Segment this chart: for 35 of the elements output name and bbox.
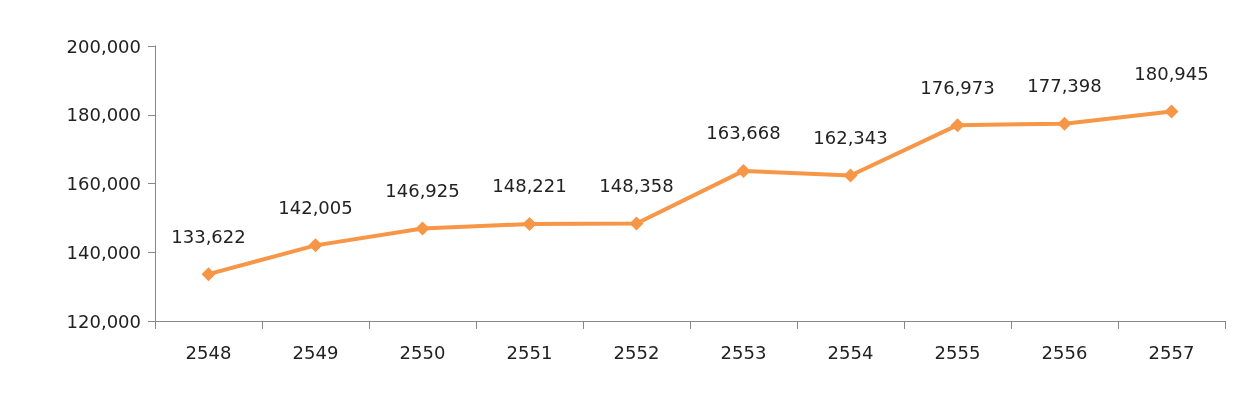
x-tick-label: 2551 [506, 341, 553, 363]
point [201, 267, 216, 282]
y-tick-label: 200,000 [66, 35, 141, 57]
y-tick-label: 140,000 [66, 241, 141, 263]
x-tick-label: 2553 [720, 341, 767, 363]
point [1057, 116, 1072, 131]
data-label: 142,005 [278, 196, 353, 218]
data-label: 146,925 [385, 179, 460, 201]
y-tick-label: 160,000 [66, 173, 141, 194]
data-label: 148,221 [492, 175, 567, 197]
point [629, 216, 644, 231]
point [308, 238, 323, 253]
point [1164, 104, 1179, 119]
y-tick-label: 120,000 [66, 310, 141, 332]
x-tick-label: 2549 [292, 341, 339, 363]
data-label: 162,343 [813, 126, 888, 148]
data-label: 163,668 [706, 122, 781, 144]
data-label: 177,398 [1027, 75, 1102, 97]
x-tick-label: 2557 [1148, 341, 1195, 363]
x-tick-label: 2550 [399, 341, 446, 363]
y-tick-label: 180,000 [66, 104, 141, 126]
x-tick-label: 2555 [934, 341, 981, 363]
point [736, 163, 751, 178]
x-tick-label: 2552 [613, 341, 660, 363]
data-label: 133,622 [171, 225, 246, 247]
data-label: 148,358 [599, 175, 674, 197]
x-tick-label: 2548 [185, 341, 232, 363]
data-label: 176,973 [920, 76, 995, 98]
x-tick-label: 2556 [1041, 341, 1088, 363]
point [950, 118, 965, 133]
point [522, 216, 537, 231]
point [843, 168, 858, 183]
data-label: 180,945 [1134, 63, 1209, 84]
point [415, 221, 430, 236]
x-tick-label: 2554 [827, 341, 874, 363]
